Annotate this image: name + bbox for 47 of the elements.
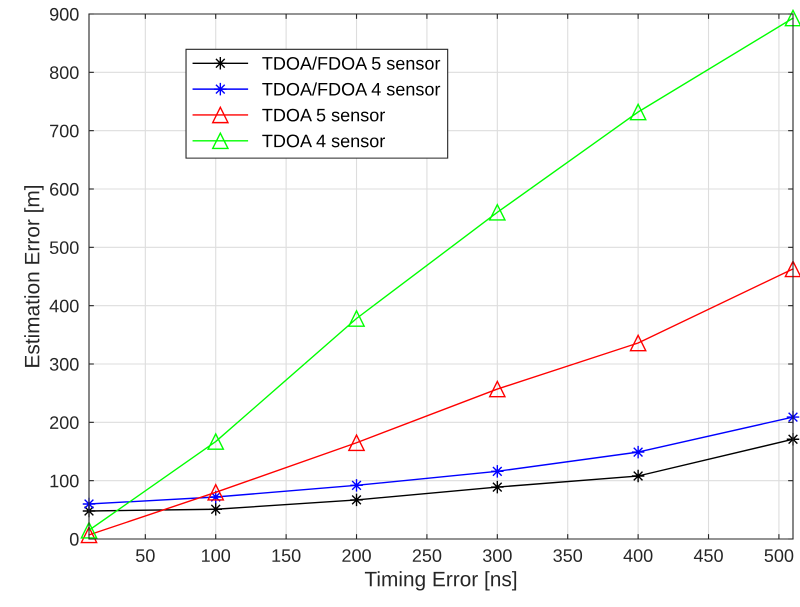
point <box>784 10 800 26</box>
point <box>350 492 364 507</box>
y-tick-label: 800 <box>50 66 79 80</box>
y-tick-label: 700 <box>50 124 79 138</box>
y-tick-label: 100 <box>50 474 79 488</box>
y-tick-label: 0 <box>70 532 79 546</box>
y-tick-label: 500 <box>50 241 79 254</box>
point <box>631 469 646 483</box>
legend-label: TDOA/FDOA 4 sensor <box>262 82 440 96</box>
y-axis-title: Estimation Error [m] <box>24 186 44 367</box>
point <box>490 464 504 478</box>
point <box>80 522 98 539</box>
point <box>630 104 646 120</box>
point <box>488 204 506 221</box>
point <box>786 432 800 446</box>
point <box>488 380 506 398</box>
point <box>490 480 504 494</box>
x-tick-label: 300 <box>482 549 512 562</box>
point <box>348 434 365 452</box>
x-tick-label: 150 <box>272 549 300 562</box>
x-tick-label: 100 <box>202 549 230 562</box>
y-tick-label: 400 <box>50 300 79 312</box>
point <box>207 484 224 501</box>
x-tick-label: 450 <box>694 549 723 562</box>
y-tick-label: 900 <box>50 8 79 21</box>
point <box>80 526 98 544</box>
x-tick-label: 200 <box>342 549 371 562</box>
x-tick-label: 50 <box>136 549 155 562</box>
x-tick-label: 250 <box>412 549 442 562</box>
point <box>786 410 800 424</box>
y-tick-label: 200 <box>50 416 79 430</box>
legend-label: TDOA 4 sensor <box>262 134 385 148</box>
point <box>348 310 365 327</box>
point <box>208 502 223 516</box>
legend-label: TDOA 5 sensor <box>262 108 385 122</box>
x-axis-title: Timing Error [ns] <box>364 571 516 591</box>
x-tick-label: 400 <box>623 549 652 562</box>
legend-label: TDOA/FDOA 5 sensor <box>262 56 440 70</box>
point <box>350 478 364 492</box>
x-tick-label: 350 <box>553 549 582 562</box>
y-tick-label: 600 <box>50 182 79 196</box>
y-tick-label: 300 <box>50 358 79 371</box>
point <box>631 445 646 460</box>
point <box>784 260 800 278</box>
point <box>630 334 646 352</box>
point <box>207 433 224 450</box>
x-tick-label: 500 <box>764 549 794 562</box>
